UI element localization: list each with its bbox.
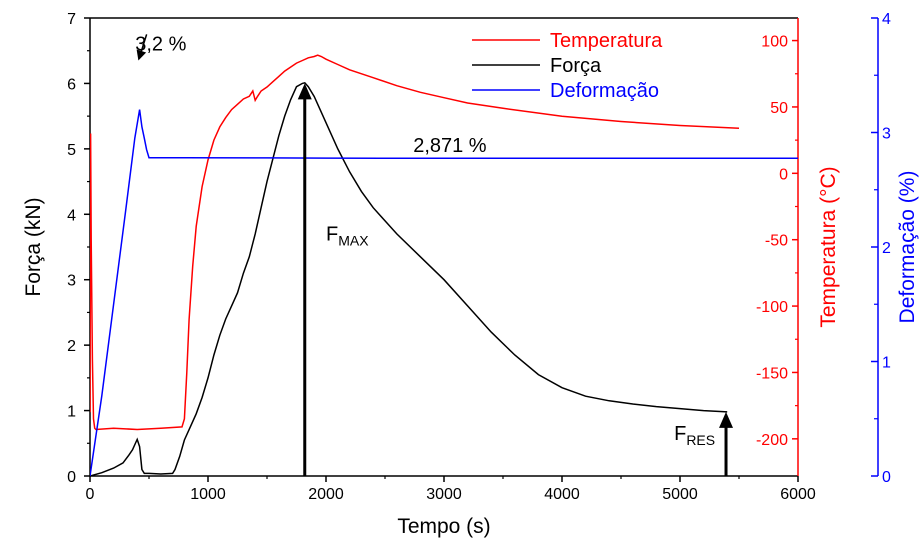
- annotation-fmax: FMAX: [326, 223, 369, 248]
- temperature-tick-label: 100: [761, 34, 788, 51]
- legend: Temperatura Força Deformação: [472, 30, 663, 102]
- legend-label-deformacao: Deformação: [550, 80, 659, 102]
- force-axis-title: Força (kN): [22, 197, 45, 296]
- force-tick-label: 6: [67, 76, 76, 93]
- deformation-axis-ticks: 0 1 2 3 4: [871, 11, 891, 486]
- x-tick-label: 1000: [190, 486, 226, 503]
- deformation-axis-title: Deformação (%): [896, 171, 919, 324]
- force-series-line: [90, 81, 728, 476]
- arrows: [136, 34, 734, 476]
- force-tick-label: 2: [67, 338, 76, 355]
- force-tick-label: 0: [67, 469, 76, 486]
- temperature-tick-label: -50: [765, 233, 788, 250]
- x-axis-title: Tempo (s): [397, 515, 490, 538]
- x-tick-label: 6000: [780, 486, 816, 503]
- temperature-tick-label: 50: [770, 100, 788, 117]
- fres-arrow-head: [719, 411, 734, 428]
- legend-label-forca: Força: [550, 55, 602, 77]
- temperature-tick-label: -100: [756, 299, 788, 316]
- deformation-tick-label: 2: [882, 240, 891, 257]
- deformation-tick-label: 4: [882, 11, 891, 28]
- fmax-arrow-head: [297, 83, 312, 100]
- fmax-main: F: [326, 223, 338, 245]
- deformation-tick-label: 0: [882, 469, 891, 486]
- fres-main: F: [674, 423, 686, 445]
- deformation-tick-label: 1: [882, 355, 891, 372]
- deformation-series-line: [90, 109, 798, 476]
- annotation-peak-deformation: 3,2 %: [135, 34, 186, 56]
- fmax-subscript: MAX: [338, 232, 369, 248]
- force-tick-label: 5: [67, 142, 76, 159]
- force-tick-label: 3: [67, 273, 76, 290]
- fres-subscript: RES: [686, 432, 715, 448]
- x-tick-label: 4000: [544, 486, 580, 503]
- x-axis-ticks: 0 1000 2000 3000 4000 5000 6000: [86, 476, 816, 503]
- deformation-tick-label: 3: [882, 126, 891, 143]
- legend-label-temperatura: Temperatura: [550, 30, 663, 52]
- annotations: 3,2 % 2,871 % FMAX FRES: [135, 34, 715, 448]
- peak-deformation-arrow-head: [136, 49, 147, 61]
- force-axis-ticks: 0 1 2 3 4 5 6 7: [67, 11, 90, 486]
- force-tick-label: 1: [67, 404, 76, 421]
- x-tick-label: 0: [86, 486, 95, 503]
- annotation-fres: FRES: [674, 423, 715, 448]
- x-tick-label: 2000: [308, 486, 344, 503]
- force-tick-label: 4: [67, 207, 76, 224]
- x-tick-label: 3000: [426, 486, 462, 503]
- force-tick-label: 7: [67, 11, 76, 28]
- temperature-axis-title: Temperatura (°C): [817, 166, 840, 327]
- x-tick-label: 5000: [662, 486, 698, 503]
- plot-frame: [89, 17, 879, 477]
- temperature-tick-label: -150: [756, 365, 788, 382]
- temperature-axis-ticks: -200 -150 -100 -50 0 50 100: [756, 34, 798, 449]
- temperature-tick-label: -200: [756, 432, 788, 449]
- temperature-tick-label: 0: [779, 166, 788, 183]
- temperature-series-line: [90, 54, 740, 431]
- annotation-residual-deformation: 2,871 %: [413, 135, 487, 157]
